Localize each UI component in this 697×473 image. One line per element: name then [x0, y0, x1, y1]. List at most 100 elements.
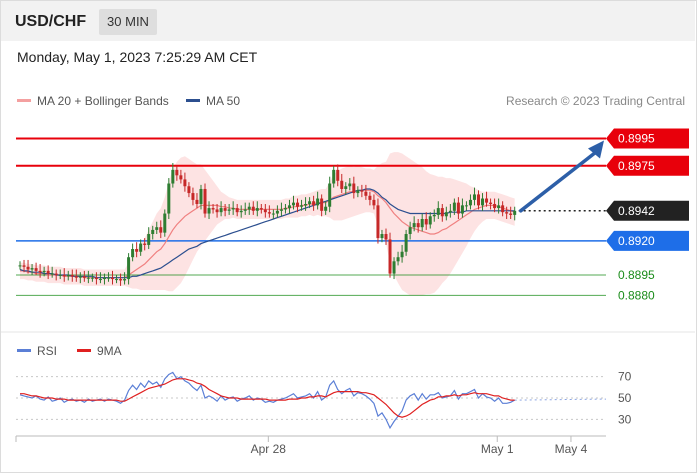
research-credit: Research © 2023 Trading Central	[506, 94, 685, 108]
interval-badge[interactable]: 30 MIN	[99, 9, 157, 35]
candle	[78, 272, 82, 284]
candle	[119, 273, 123, 286]
candle	[131, 243, 135, 262]
candle	[235, 203, 239, 217]
candle	[259, 203, 263, 214]
candle-body	[376, 205, 380, 239]
rsi-ma-line	[20, 378, 515, 418]
candle-body	[38, 270, 42, 273]
level-labels: 0.8995 0.8975 0.8942 0.8920 0.8895 0.8880	[606, 128, 689, 302]
candle-body	[199, 188, 203, 204]
candle	[428, 212, 432, 229]
x-tick-label: May 1	[481, 442, 514, 456]
candle	[400, 244, 404, 263]
candle-body	[70, 274, 74, 277]
candle-body	[481, 198, 485, 206]
level-label-last-price: 0.8942	[618, 204, 655, 218]
candles	[18, 163, 517, 286]
candle-body	[82, 276, 86, 278]
forecast-arrow-shaft	[518, 148, 600, 213]
candle-body	[444, 212, 448, 217]
candle-body	[255, 208, 259, 211]
candle	[344, 182, 348, 195]
candle	[356, 186, 360, 198]
candle	[380, 229, 384, 243]
candle	[207, 201, 211, 219]
candle-body	[364, 191, 368, 196]
candle	[147, 227, 151, 250]
level-tag-shape	[606, 128, 689, 149]
candle-body	[74, 276, 78, 278]
candle-body	[416, 223, 420, 228]
candle	[247, 202, 251, 215]
candle	[372, 194, 376, 210]
candle-body	[127, 257, 131, 280]
candle	[163, 209, 167, 237]
candle	[340, 173, 344, 194]
candle-body	[513, 210, 517, 215]
candle-body	[147, 234, 151, 245]
candle	[296, 198, 300, 213]
candle	[408, 221, 412, 240]
candle	[171, 163, 175, 188]
candle-body	[432, 214, 436, 217]
level-label-resistance-2: 0.8995	[618, 131, 655, 145]
candle	[396, 251, 400, 266]
candle-body	[22, 265, 26, 267]
candle	[179, 169, 183, 184]
legend-rsi-label: RSI	[37, 344, 58, 358]
candle-body	[275, 210, 279, 214]
candle	[251, 201, 255, 215]
candle-body	[163, 213, 167, 233]
candle-body	[131, 249, 135, 258]
candle	[432, 209, 436, 222]
rsi-ma-swatch-icon	[77, 349, 91, 353]
candle	[424, 212, 428, 230]
candle	[191, 187, 195, 206]
candle-body	[143, 243, 147, 245]
candle-body	[207, 208, 211, 214]
candle-body	[392, 261, 396, 274]
legend-ma20: MA 20 + Bollinger Bands	[17, 94, 169, 108]
bollinger-band-area	[20, 152, 515, 296]
candle-body	[267, 212, 271, 214]
candle-body	[408, 227, 412, 235]
candle-body	[235, 208, 239, 213]
candle-body	[283, 208, 287, 210]
candle-body	[175, 169, 179, 176]
candle	[98, 272, 102, 284]
candle	[493, 198, 497, 213]
candle	[316, 191, 320, 210]
candle	[227, 203, 231, 215]
candle-body	[30, 268, 34, 270]
candle-body	[171, 169, 175, 184]
candle-body	[219, 208, 223, 213]
candle	[115, 274, 119, 284]
candle	[388, 232, 392, 278]
candle-body	[328, 183, 332, 207]
candle-body	[34, 268, 38, 271]
candle	[336, 164, 340, 187]
candle	[219, 201, 223, 217]
candle	[332, 165, 336, 188]
candle-body	[485, 198, 489, 203]
x-tick-label: May 4	[555, 442, 588, 456]
candle-body	[167, 183, 171, 214]
candle-body	[247, 206, 251, 210]
candle	[175, 165, 179, 181]
candle-body	[460, 205, 464, 214]
candle	[497, 198, 501, 214]
candle	[42, 266, 46, 277]
candle	[263, 203, 267, 218]
candle-body	[78, 276, 82, 278]
candle	[58, 269, 62, 280]
candle	[106, 272, 110, 282]
candle	[183, 172, 187, 192]
candle-body	[46, 270, 50, 274]
candle	[90, 273, 94, 282]
candle	[223, 203, 227, 217]
candle-body	[123, 279, 127, 281]
candle	[203, 183, 207, 218]
level-label-support-2: 0.8880	[618, 288, 655, 302]
candle	[211, 203, 215, 214]
